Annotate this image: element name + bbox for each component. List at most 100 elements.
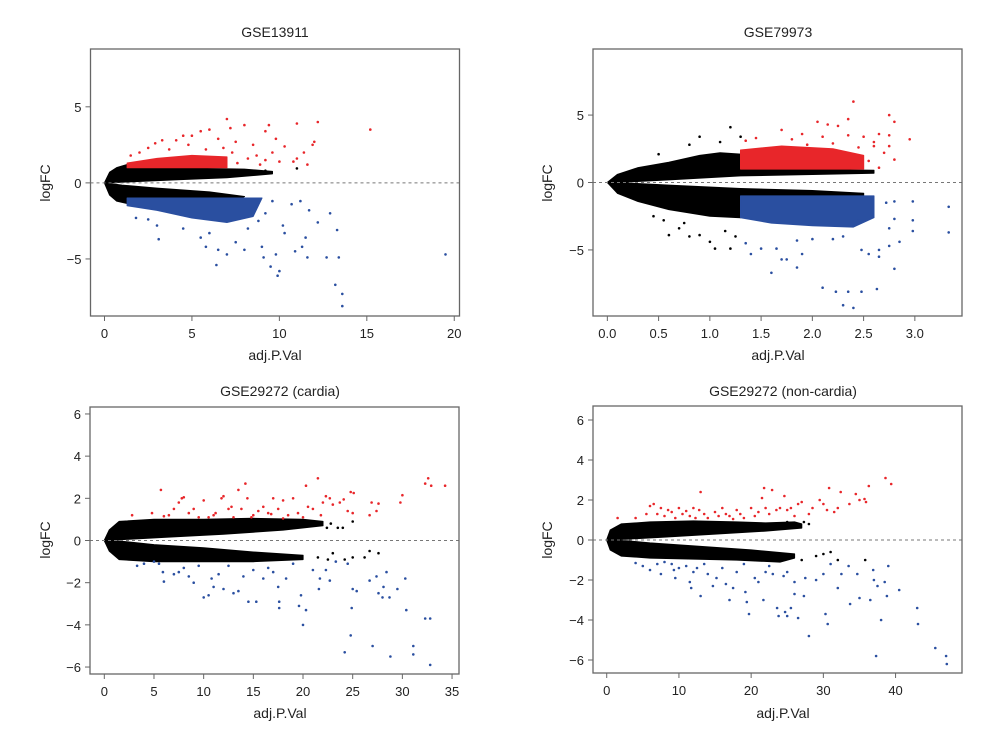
data-point <box>311 568 315 572</box>
series-up <box>130 477 447 520</box>
data-point <box>807 522 811 526</box>
data-point <box>207 594 210 597</box>
data-point <box>368 513 371 517</box>
data-point <box>351 511 355 515</box>
data-point <box>684 509 688 513</box>
data-point <box>785 570 789 574</box>
data-point <box>897 588 901 592</box>
data-point <box>760 496 764 500</box>
x-tick-label: 40 <box>888 683 902 698</box>
data-point <box>134 216 138 220</box>
data-point <box>181 227 185 230</box>
data-point <box>893 120 896 124</box>
data-point <box>341 526 345 530</box>
data-point <box>785 614 789 618</box>
data-point <box>264 169 267 172</box>
data-point <box>142 562 146 565</box>
data-point <box>412 644 415 648</box>
data-point <box>271 570 275 574</box>
data-point <box>138 151 141 154</box>
data-point <box>934 646 937 650</box>
data-point <box>824 612 827 616</box>
dense-point-cloud <box>126 197 263 223</box>
data-point <box>814 578 818 582</box>
data-point <box>352 491 356 495</box>
data-point <box>877 132 881 136</box>
data-point <box>324 568 328 572</box>
x-axis-label: adj.P.Val <box>756 705 809 721</box>
data-point <box>331 503 335 506</box>
data-point <box>858 596 861 600</box>
data-point <box>199 129 202 133</box>
data-point <box>713 510 717 514</box>
data-point <box>775 508 778 512</box>
data-point <box>800 252 804 256</box>
y-tick-label: 6 <box>577 413 584 428</box>
data-point <box>908 138 911 141</box>
y-axis: −5 0 5 <box>67 100 91 267</box>
x-axis: 0.0 0.5 1.0 1.5 2.0 2.5 3.0 <box>598 315 924 341</box>
data-point <box>237 488 240 492</box>
data-point <box>267 123 271 127</box>
y-tick-label: −4 <box>569 613 584 628</box>
data-point <box>706 572 710 576</box>
x-tick-label: 1.5 <box>752 326 770 341</box>
data-point <box>863 558 867 562</box>
data-point <box>729 247 732 250</box>
data-point <box>778 506 782 510</box>
data-point <box>652 214 655 218</box>
data-point <box>872 144 876 148</box>
panel-title: GSE79973 <box>744 24 813 40</box>
data-point <box>180 497 184 500</box>
data-point <box>807 634 811 638</box>
data-point <box>688 514 692 518</box>
data-point <box>836 124 840 128</box>
data-point <box>742 562 746 566</box>
data-point <box>728 514 731 518</box>
data-point <box>634 516 637 520</box>
data-point <box>877 166 881 169</box>
data-point <box>728 598 731 602</box>
data-point <box>304 236 307 239</box>
data-point <box>887 244 891 248</box>
data-point <box>677 566 681 570</box>
dense-point-cloud <box>739 195 875 228</box>
data-point <box>274 137 278 141</box>
data-point <box>250 516 253 519</box>
x-tick-label: 0.0 <box>598 326 616 341</box>
data-point <box>172 507 176 511</box>
data-point <box>328 212 332 215</box>
data-point <box>739 135 742 138</box>
x-axis: 0 5 10 15 20 <box>101 315 461 341</box>
data-point <box>811 506 814 510</box>
data-point <box>232 591 235 595</box>
data-point <box>242 575 245 578</box>
x-tick-label: 10 <box>672 683 686 698</box>
y-tick-label: −5 <box>67 252 82 267</box>
data-point <box>335 228 339 232</box>
data-point <box>202 596 205 599</box>
data-point <box>874 654 878 658</box>
data-point <box>852 100 855 103</box>
data-point <box>814 554 818 558</box>
data-point <box>839 490 842 494</box>
data-point <box>834 290 838 294</box>
data-point <box>785 508 789 512</box>
data-point <box>296 511 300 515</box>
data-point <box>887 113 891 117</box>
data-point <box>764 570 767 574</box>
data-point <box>747 612 751 616</box>
data-point <box>783 494 786 498</box>
data-point <box>793 580 796 584</box>
data-point <box>281 517 285 520</box>
data-point <box>319 513 323 517</box>
data-point <box>342 498 346 501</box>
data-point <box>826 622 829 626</box>
data-point <box>944 654 948 658</box>
data-point <box>767 564 771 568</box>
data-point <box>240 507 243 511</box>
x-axis: 0 5 10 15 20 25 30 35 <box>101 673 459 699</box>
data-point <box>243 248 246 252</box>
data-point <box>284 577 288 580</box>
panel-gse29272-non-cardia: GSE29272 (non-cardia) adj.P.Val logFC 0 1… <box>539 383 963 721</box>
